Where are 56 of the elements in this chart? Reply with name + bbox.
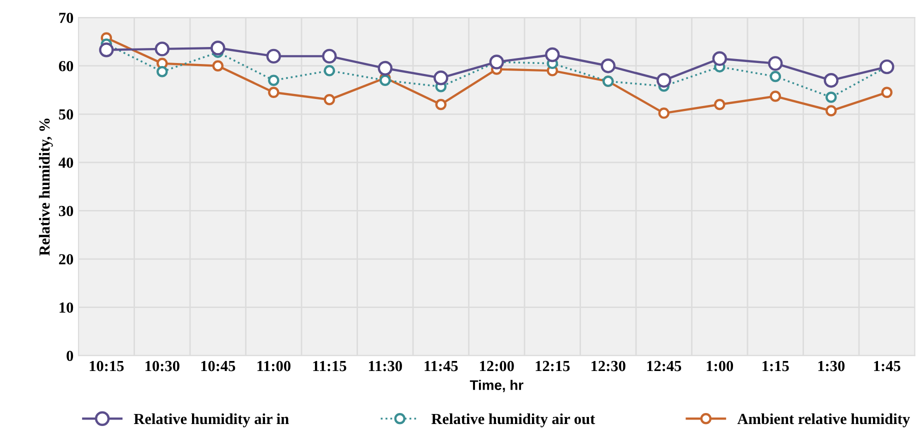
legend-label: Ambient relative humidity [737,413,910,428]
point [656,72,672,88]
y-tick-label: 10 [60,302,74,313]
point [826,105,837,116]
point [212,60,224,72]
point [770,90,782,102]
y-tick-label: 70 [59,12,74,24]
x-tick-label: 1:00 [706,360,734,372]
x-tick-label: 12:15 [536,360,570,372]
x-axis-title: Time, hr [470,380,524,392]
x-tick-label: 1:30 [818,360,845,372]
point [714,98,726,110]
point [324,65,336,76]
point [156,66,168,78]
x-tick-label: 11:45 [424,360,458,372]
point [826,92,837,103]
legend-label: Relative humidity air in [134,413,289,428]
point [99,42,114,58]
y-tick-label: 60 [58,60,74,72]
point [378,60,393,76]
x-tick-label: 1:15 [762,360,789,372]
y-tick-label: 50 [59,109,74,120]
point [600,58,616,74]
point [154,42,170,56]
point [768,56,783,71]
point [435,98,447,110]
x-tick-label: 10:15 [90,360,124,372]
point [324,94,336,106]
x-tick-label: 12:00 [480,360,514,372]
point [268,74,280,86]
point [712,51,727,66]
point [545,47,560,62]
x-tick-label: 11:00 [257,360,290,372]
legend-label: Relative humidity air out [431,413,596,428]
point [881,86,893,98]
x-tick-label: 11:30 [368,360,402,372]
x-tick-label: 12:30 [592,360,626,372]
point [266,48,282,64]
point [658,108,670,119]
x-tick-label: 1:45 [874,360,900,372]
x-tick-label: 12:45 [647,360,682,372]
point [322,48,337,64]
point [770,70,782,82]
point [268,86,280,98]
x-tick-label: 11:15 [313,360,346,372]
x-tick-label: 10:45 [201,360,236,372]
x-tick-label: 10:30 [146,360,180,372]
point [824,72,838,88]
y-tick-label: 20 [59,254,74,264]
y-tick-label: 0 [66,350,74,362]
point [434,70,448,86]
point [380,74,391,86]
point [210,40,226,56]
y-tick-label: 30 [58,206,74,216]
y-tick-label: 40 [58,158,74,168]
y-axis-title: Relative humidity, % [38,118,53,256]
